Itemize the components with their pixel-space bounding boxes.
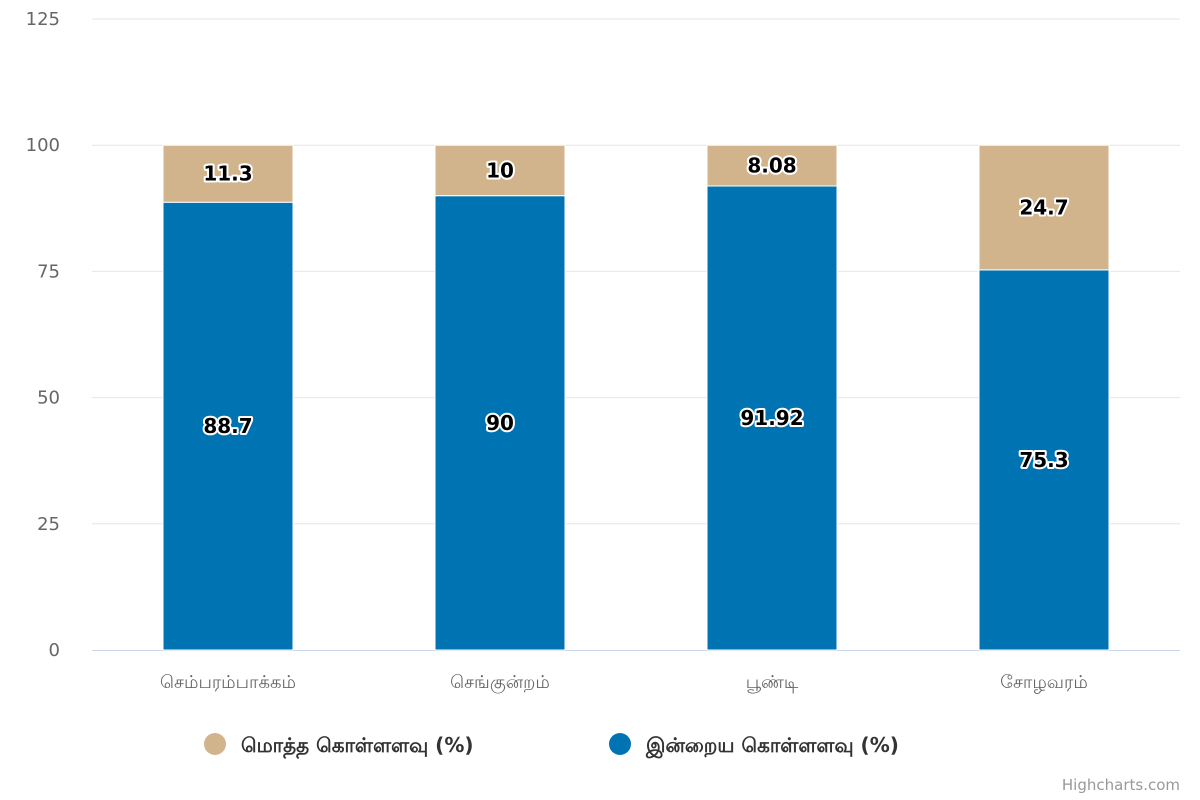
bar-segment bbox=[706, 185, 838, 651]
legend-item[interactable]: மொத்த கொள்ளளவு (%) bbox=[241, 733, 474, 759]
data-label: 11.3 bbox=[203, 162, 252, 186]
y-tick-label: 0 bbox=[49, 640, 60, 661]
bar-segment bbox=[434, 195, 566, 651]
data-label: 75.3 bbox=[1019, 448, 1068, 472]
legend-marker bbox=[204, 733, 226, 755]
data-label: 90 bbox=[486, 411, 514, 435]
bar-segment bbox=[162, 144, 294, 203]
data-label: 88.7 bbox=[203, 414, 252, 438]
y-tick-label: 75 bbox=[37, 261, 60, 282]
x-tick-label: பூண்டி bbox=[746, 672, 799, 694]
data-label: 91.92 bbox=[740, 406, 803, 430]
x-tick-label: செங்குன்றம் bbox=[450, 672, 550, 694]
bar-segment bbox=[162, 201, 294, 651]
x-tick-label: சோழவரம் bbox=[1000, 672, 1088, 694]
y-tick-label: 25 bbox=[37, 514, 60, 535]
y-tick-label: 125 bbox=[26, 9, 60, 30]
bar-segment bbox=[978, 144, 1110, 271]
legend-item[interactable]: இன்றைய கொள்ளளவு (%) bbox=[645, 733, 899, 759]
legend-marker bbox=[609, 733, 631, 755]
data-label: 24.7 bbox=[1019, 196, 1068, 220]
data-label: 10 bbox=[486, 158, 514, 182]
bar-segment bbox=[434, 144, 566, 197]
bar-segment bbox=[978, 269, 1110, 651]
data-label: 8.08 bbox=[747, 154, 796, 178]
y-tick-label: 50 bbox=[37, 388, 60, 409]
bar-segment bbox=[706, 144, 838, 187]
y-tick-label: 100 bbox=[26, 135, 60, 156]
x-tick-label: செம்பரம்பாக்கம் bbox=[160, 672, 296, 693]
credits-link[interactable]: Highcharts.com bbox=[1062, 776, 1180, 794]
